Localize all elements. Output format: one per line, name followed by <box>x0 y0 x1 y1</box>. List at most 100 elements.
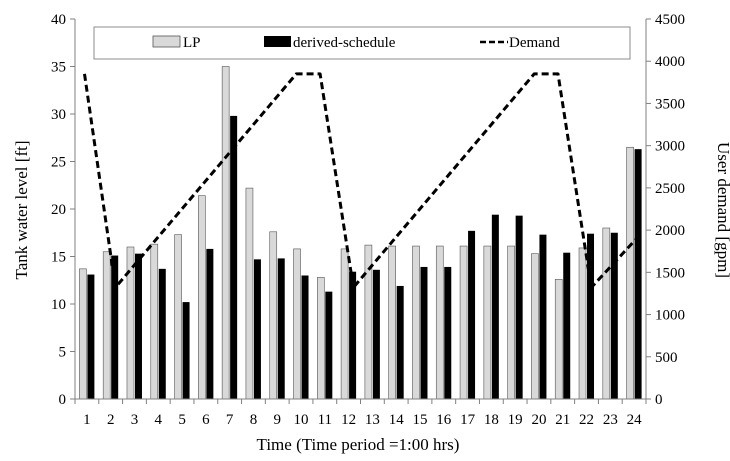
x-tick-label-3: 3 <box>131 412 139 428</box>
x-tick-label-15: 15 <box>412 412 427 428</box>
y2-tick-label-2000: 2000 <box>655 223 685 239</box>
x-tick-label-13: 13 <box>365 412 380 428</box>
bar-derived-schedule-3 <box>134 253 142 399</box>
bar-derived-schedule-2 <box>111 255 119 399</box>
bar-lp-9 <box>269 231 278 400</box>
bar-derived-schedule-7 <box>230 115 238 400</box>
bar-lp-21 <box>554 278 563 400</box>
x-tick-label-17: 17 <box>460 412 476 428</box>
bar-lp-8 <box>245 187 254 400</box>
bar-derived-schedule-12 <box>349 271 357 399</box>
y2-tick-label-500: 500 <box>655 350 678 366</box>
bar-lp-6 <box>198 195 206 400</box>
y-axis-title: Tank water level [ft] <box>12 141 31 280</box>
x-tick-label-14: 14 <box>389 412 405 428</box>
x-tick-label-7: 7 <box>226 412 234 428</box>
bar-lp-19 <box>507 245 515 400</box>
legend-frame <box>93 26 631 60</box>
bar-lp-18 <box>483 245 492 400</box>
x-tick-label-10: 10 <box>294 412 309 428</box>
y2-tick-label-3000: 3000 <box>655 139 685 155</box>
y-tick-label-5: 5 <box>59 345 67 361</box>
bar-derived-schedule-20 <box>539 234 547 399</box>
bar-lp-15 <box>412 245 420 400</box>
x-tick-label-2: 2 <box>107 412 115 428</box>
x-tick-label-16: 16 <box>436 412 452 428</box>
bar-derived-schedule-16 <box>444 266 452 399</box>
bar-derived-schedule-19 <box>515 215 523 399</box>
x-tick-label-12: 12 <box>341 412 356 428</box>
bar-derived-schedule-9 <box>277 258 285 399</box>
axes-layer <box>70 18 651 404</box>
legend-swatch-derived-schedule <box>264 36 291 47</box>
legend-label-lp: LP <box>183 35 201 51</box>
bar-derived-schedule-11 <box>325 291 333 399</box>
y2-tick-label-1500: 1500 <box>655 265 685 281</box>
legend-label-derived-schedule: derived-schedule <box>293 35 396 51</box>
y-tick-label-35: 35 <box>51 60 66 76</box>
bar-derived-schedule-15 <box>420 266 428 399</box>
demand-line <box>83 72 638 289</box>
bar-lp-20 <box>531 253 539 400</box>
x-tick-label-19: 19 <box>508 412 523 428</box>
bar-derived-schedule-24 <box>634 149 642 399</box>
bar-derived-schedule-1 <box>87 274 95 399</box>
bar-derived-schedule-18 <box>491 214 499 399</box>
x-tick-label-22: 22 <box>579 412 594 428</box>
bar-lp-3 <box>126 246 135 400</box>
x-tick-label-9: 9 <box>273 412 281 428</box>
bar-lp-24 <box>626 146 634 400</box>
x-tick-label-1: 1 <box>83 412 91 428</box>
y2-tick-label-4500: 4500 <box>655 12 685 28</box>
x-tick-label-5: 5 <box>178 412 186 428</box>
bar-lp-1 <box>79 268 87 400</box>
bar-lp-2 <box>102 251 111 400</box>
bar-lp-12 <box>340 248 349 400</box>
legend-label-demand: Demand <box>509 35 560 51</box>
y2-axis-title: User demand [gpm] <box>714 142 730 278</box>
y2-tick-label-0: 0 <box>655 392 663 408</box>
bar-derived-schedule-22 <box>587 233 595 399</box>
x-tick-label-21: 21 <box>555 412 570 428</box>
bar-lp-16 <box>435 245 444 400</box>
x-tick-label-4: 4 <box>155 412 163 428</box>
bar-lp-22 <box>578 247 587 400</box>
legend-swatch-lp <box>152 35 181 48</box>
bar-derived-schedule-14 <box>396 285 404 399</box>
bar-lp-17 <box>459 245 468 400</box>
y-tick-label-30: 30 <box>51 107 66 123</box>
x-tick-label-11: 11 <box>318 412 332 428</box>
x-axis-title: Time (Time period =1:00 hrs) <box>257 435 460 454</box>
x-tick-label-20: 20 <box>531 412 546 428</box>
bar-lp-11 <box>317 277 325 400</box>
bar-derived-schedule-23 <box>610 232 618 399</box>
bar-derived-schedule-13 <box>372 269 380 399</box>
y2-tick-label-4000: 4000 <box>655 54 685 70</box>
y-tick-label-20: 20 <box>51 202 66 218</box>
bar-derived-schedule-5 <box>182 302 190 399</box>
bar-derived-schedule-4 <box>158 268 166 399</box>
bar-derived-schedule-21 <box>563 252 571 399</box>
demand-line-layer <box>83 72 638 289</box>
y-tick-label-15: 15 <box>51 250 66 266</box>
bar-lp-4 <box>150 243 159 400</box>
bar-derived-schedule-6 <box>206 248 214 399</box>
bars-layer <box>79 66 642 400</box>
y-tick-label-40: 40 <box>51 12 66 28</box>
x-tick-label-18: 18 <box>484 412 499 428</box>
bar-derived-schedule-17 <box>468 230 476 399</box>
y-tick-label-10: 10 <box>51 297 66 313</box>
bar-lp-14 <box>388 245 396 400</box>
bar-lp-10 <box>293 248 301 400</box>
bar-lp-5 <box>174 234 182 400</box>
y-tick-label-0: 0 <box>59 392 67 408</box>
y2-tick-label-1000: 1000 <box>655 308 685 324</box>
x-tick-label-8: 8 <box>250 412 258 428</box>
bar-lp-7 <box>221 66 230 400</box>
x-tick-label-23: 23 <box>603 412 618 428</box>
tick-labels-layer: 0510152025303540050010001500200025003000… <box>51 12 685 428</box>
x-tick-label-24: 24 <box>627 412 643 428</box>
bar-derived-schedule-10 <box>301 275 309 399</box>
y-tick-label-25: 25 <box>51 155 66 171</box>
